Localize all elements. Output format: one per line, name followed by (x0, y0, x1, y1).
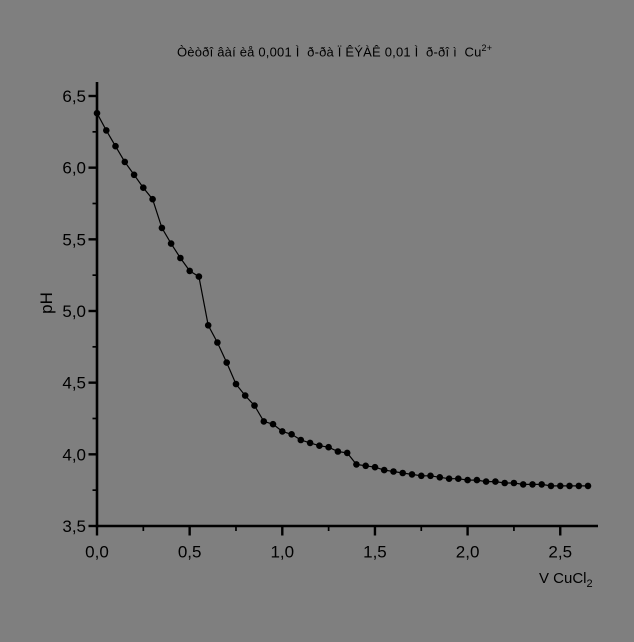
data-point (557, 482, 564, 490)
data-point (492, 478, 499, 485)
data-point (510, 479, 518, 487)
x-tick-label: 0,5 (178, 543, 202, 562)
data-point (325, 443, 332, 451)
data-point (149, 195, 156, 203)
y-tick-label: 6,0 (62, 159, 86, 178)
data-point (362, 462, 370, 470)
data-point (575, 482, 583, 490)
y-tick-label: 4,5 (62, 374, 86, 393)
data-point (140, 184, 147, 191)
y-tick-label: 5,0 (62, 302, 86, 321)
data-point (334, 448, 342, 455)
data-point (158, 224, 166, 232)
x-tick-label: 2,5 (548, 543, 572, 562)
x-tick-label: 0,0 (85, 543, 109, 562)
data-point (547, 482, 555, 490)
data-point (464, 476, 471, 484)
x-axis-label-subscript: 2 (586, 578, 593, 590)
data-point (455, 475, 462, 483)
data-point (436, 474, 444, 481)
data-point (121, 158, 129, 166)
y-tick-label: 3,5 (62, 517, 86, 536)
curve-line (96, 112, 588, 487)
data-point (112, 142, 119, 150)
data-point (399, 469, 407, 477)
data-point (167, 240, 175, 247)
data-point (482, 478, 490, 485)
data-point (251, 402, 258, 409)
data-point (297, 436, 305, 444)
y-tick-label: 6,5 (62, 87, 86, 106)
y-tick-label: 5,5 (62, 230, 86, 249)
data-point (130, 171, 138, 179)
data-point (306, 439, 314, 447)
data-point (223, 359, 230, 366)
data-point (214, 339, 221, 346)
data-point (204, 322, 212, 329)
data-point (93, 109, 101, 117)
data-point (445, 475, 453, 483)
data-point (501, 479, 509, 487)
chart-title-superscript: 2+ (481, 43, 493, 53)
data-point (408, 471, 416, 478)
data-point (538, 481, 545, 488)
x-axis-label-text: V CuCl (539, 570, 587, 587)
data-point (353, 461, 360, 468)
x-tick-label: 2,0 (456, 543, 480, 562)
data-point (316, 442, 323, 450)
data-point (371, 463, 379, 471)
x-axis-label: V CuCl2 (539, 570, 593, 590)
data-point (584, 482, 592, 490)
y-axis-label: pH (37, 292, 56, 314)
x-tick-label: 1,0 (270, 543, 294, 562)
data-point (186, 267, 193, 275)
data-point (380, 466, 388, 474)
data-point (529, 481, 536, 488)
data-point (232, 380, 240, 388)
data-point (241, 392, 249, 399)
data-point (566, 482, 573, 490)
data-point (195, 273, 203, 280)
data-point (390, 468, 397, 475)
data-point (427, 472, 434, 480)
x-tick-label: 1,5 (363, 543, 387, 562)
data-point (418, 472, 425, 480)
data-point (473, 476, 481, 484)
data-point (103, 127, 110, 134)
data-point (260, 418, 268, 425)
data-point (269, 420, 277, 428)
data-point (288, 431, 295, 438)
data-point (343, 449, 351, 457)
data-point (519, 481, 527, 488)
data-point (279, 428, 286, 435)
chart-title: Òèòðî âàí èå 0,001 Ì ð-ðà Ï ÊÝÀÊ 0,01 Ì … (177, 43, 492, 59)
chart-title-text: Òèòðî âàí èå 0,001 Ì ð-ðà Ï ÊÝÀÊ 0,01 Ì … (177, 44, 482, 60)
y-tick-label: 4,0 (62, 445, 86, 464)
data-point (177, 254, 184, 262)
